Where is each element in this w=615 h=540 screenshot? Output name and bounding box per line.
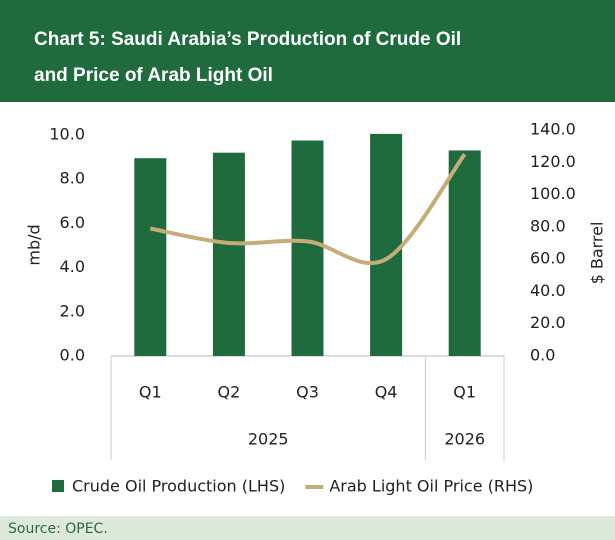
source-band: [0, 516, 615, 540]
header: [0, 0, 615, 102]
y2-tick-label: 60.0: [530, 249, 566, 268]
y-tick-label: 2.0: [60, 301, 85, 320]
y-tick-label: 0.0: [60, 346, 85, 365]
bar: [134, 158, 167, 356]
bar: [291, 140, 324, 356]
y-tick-label: 4.0: [60, 257, 85, 276]
x-tick-label: Q2: [218, 383, 241, 402]
x-tick-label: Q1: [453, 383, 476, 402]
source: Source: OPEC.: [8, 521, 108, 537]
y-axis-title: mb/d: [25, 224, 44, 265]
legend-label: Arab Light Oil Price (RHS): [329, 477, 533, 496]
y2-tick-label: 140.0: [530, 120, 576, 139]
y2-tick-label: 120.0: [530, 152, 576, 171]
y-tick-label: 10.0: [49, 125, 85, 144]
chart-title-line1: Chart 5: Saudi Arabia’s Production of Cr…: [34, 29, 461, 50]
chart-title-line2: and Price of Arab Light Oil: [34, 65, 273, 86]
group-label: 2025: [248, 430, 289, 449]
group-label: 2026: [444, 430, 485, 449]
line: [149, 153, 467, 266]
bar: [212, 152, 245, 356]
y2-tick-label: 0.0: [530, 346, 555, 365]
x-tick-label: Q1: [139, 383, 162, 402]
y2-tick-label: 40.0: [530, 281, 566, 300]
y-tick-label: 6.0: [60, 213, 85, 232]
x-tick-label: Q4: [375, 383, 398, 402]
legend-swatch: [52, 480, 64, 492]
y2-tick-label: 20.0: [530, 313, 566, 332]
y-tick-label: 8.0: [60, 169, 85, 188]
x-tick-label: Q3: [296, 383, 319, 402]
bar: [448, 150, 481, 356]
legend-label: Crude Oil Production (LHS): [72, 477, 285, 496]
y2-axis-title: $ Barrel: [588, 222, 607, 285]
y2-tick-label: 100.0: [530, 184, 576, 203]
bar: [370, 133, 403, 356]
y2-tick-label: 80.0: [530, 216, 566, 235]
